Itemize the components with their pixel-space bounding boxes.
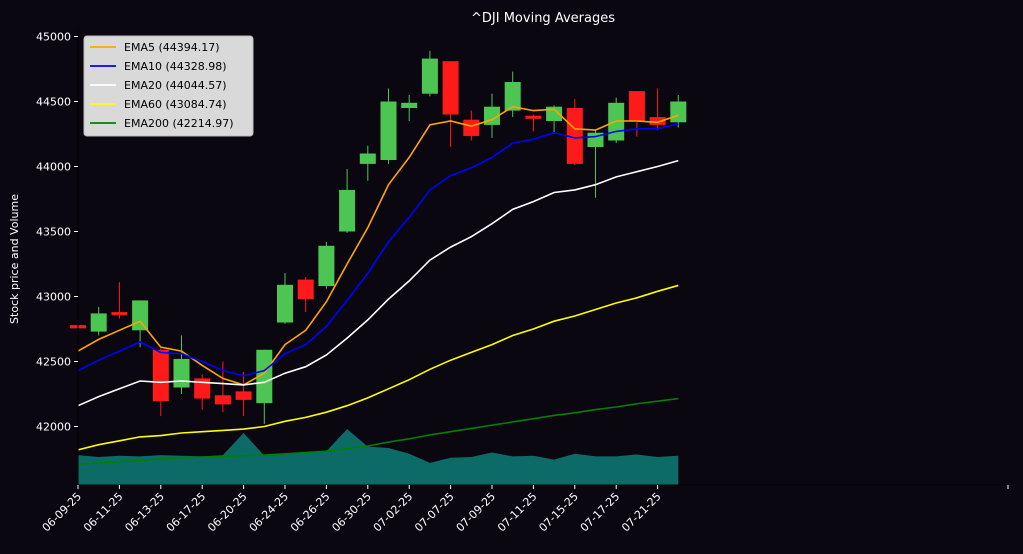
y-tick-label: 43000: [36, 291, 71, 304]
candle-body: [649, 117, 666, 125]
legend-entry: EMA5 (44394.17): [124, 41, 220, 54]
ema-line-4: [77, 397, 679, 465]
candle-body: [401, 102, 418, 108]
candle-body: [235, 391, 252, 400]
candle-body: [214, 395, 231, 405]
ema-line-3: [77, 284, 679, 451]
candle-body: [670, 101, 687, 123]
legend-entry: EMA200 (42214.97): [124, 117, 234, 130]
legend-entry: EMA60 (43084.74): [124, 98, 227, 111]
y-tick-label: 42000: [36, 421, 71, 434]
candle-body: [504, 82, 521, 111]
candle-body: [463, 119, 480, 136]
ema-line-0: [77, 105, 679, 386]
candle-body: [111, 312, 128, 316]
candle-body: [277, 284, 293, 323]
candle-body: [566, 108, 583, 164]
candle-body: [297, 279, 314, 300]
candle-body: [525, 115, 542, 119]
candle-body: [152, 349, 169, 402]
y-tick-label: 44000: [36, 161, 71, 174]
candle-body: [380, 101, 397, 160]
y-tick-label: 44500: [36, 96, 71, 109]
candle-body: [359, 153, 376, 164]
candle-body: [173, 358, 190, 388]
legend-entry: EMA20 (44044.57): [124, 79, 227, 92]
chart-title: ^DJI Moving Averages: [471, 11, 615, 26]
candle-body: [442, 61, 459, 115]
candle-body: [339, 189, 356, 232]
y-tick-label: 43500: [36, 226, 71, 239]
volume-area: [78, 429, 679, 485]
legend-entry: EMA10 (44328.98): [124, 60, 227, 73]
y-tick-label: 45000: [36, 31, 71, 44]
candle-body: [318, 245, 335, 287]
candle-body: [628, 91, 645, 121]
legend-box: [83, 35, 254, 137]
y-axis-label: Stock price and Volume: [8, 194, 21, 324]
candle-body: [421, 58, 438, 94]
candle-body: [194, 378, 211, 399]
y-tick-label: 42500: [36, 356, 71, 369]
candle-body: [256, 349, 273, 404]
candle-body: [90, 313, 107, 332]
candle-body: [132, 300, 149, 331]
ema-line-2: [77, 159, 679, 407]
ema-line-1: [77, 122, 679, 377]
